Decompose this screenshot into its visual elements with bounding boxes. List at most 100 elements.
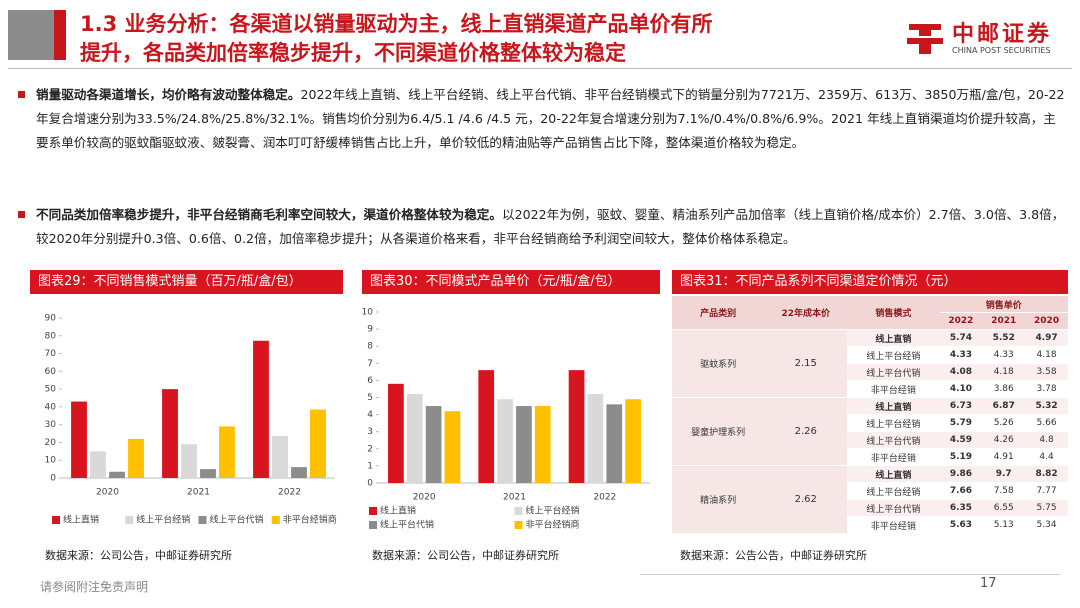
y-tick-label: 80 — [45, 331, 57, 341]
legend-label: 线上平台代销 — [210, 514, 264, 526]
legend-label: 线上平台代销 — [380, 519, 434, 531]
mode-cell: 线上直销 — [847, 397, 940, 415]
chart: 0 10 20 30 40 50 60 70 80 90 2020 2021 2022 线上直销 线上平台经… — [45, 314, 337, 526]
bar — [587, 394, 604, 483]
category-cell: 驱蚊系列 — [672, 329, 765, 398]
price-cell: 3.58 — [1025, 363, 1068, 381]
legend-swatch — [271, 516, 280, 524]
table: 产品类别 22年成本价 销售模式 销售单价 2022 2021 2020 驱蚊系列 2.15 线上… — [672, 296, 1068, 534]
table-row: 线上平台经销 4.33 4.33 4.18 — [672, 346, 1068, 364]
bullet: 销量驱动各渠道增长，均价略有波动整体稳定。2022年线上直销、线上平台经销、线上… — [18, 83, 1068, 155]
bar — [388, 383, 404, 483]
price-cell: 5.74 — [939, 329, 983, 347]
source: 数据来源：公司公告，中邮证券研究所 — [45, 549, 232, 562]
table-row: 非平台经销 5.19 4.91 4.4 — [672, 448, 1068, 466]
legend-swatch — [125, 516, 134, 524]
table-row: 婴童护理系列 2.26 线上直销 6.73 6.87 5.32 — [672, 397, 1068, 466]
y-tick-label: 6 — [367, 376, 373, 386]
bar — [162, 389, 178, 478]
price-cell: 9.7 — [982, 465, 1026, 483]
bar — [253, 340, 269, 478]
bullet-text: 2022年线上直销、线上平台经销、线上平台代销、非平台经销模式下的销量分别为77… — [36, 87, 1065, 150]
mode-cell: 线上平台代销 — [847, 499, 940, 517]
table-row: 线上平台经销 7.66 7.58 7.77 — [672, 482, 1068, 500]
legend-swatch — [514, 507, 523, 515]
cost-cell: 2.15 — [764, 329, 848, 398]
bullet: 不同品类加倍率稳步提升，非平台经销商毛利率空间较大，渠道价格整体较为稳定。以20… — [18, 203, 1068, 251]
bar — [181, 444, 197, 478]
cost-cell: 2.26 — [764, 397, 848, 466]
panel-title: 图表29：不同销售模式销量（百万/瓶/盒/包） — [30, 270, 343, 294]
table-row: 驱蚊系列 2.15 线上直销 5.74 5.52 4.97 — [672, 329, 1068, 398]
price-cell: 4.91 — [982, 448, 1026, 466]
table-row: 线上平台代销 4.08 4.18 3.58 — [672, 363, 1068, 381]
category-cell: 婴童护理系列 — [672, 397, 765, 466]
disclaimer: 请参阅附注免责声明 — [40, 580, 149, 594]
logo-text-en: CHINA POST SECURITIES — [952, 46, 1051, 55]
y-tick-label: 8 — [367, 342, 373, 352]
page-number: 17 — [980, 576, 997, 591]
header-year: 2020 — [1025, 312, 1068, 330]
price-cell: 8.82 — [1025, 465, 1068, 483]
header-cell: 产品类别 — [672, 296, 765, 330]
price-cell: 5.26 — [982, 414, 1026, 432]
price-cell: 7.77 — [1025, 482, 1068, 500]
legend-swatch — [514, 521, 523, 529]
legend-swatch — [369, 521, 377, 529]
price-cell: 3.86 — [982, 380, 1026, 398]
legend-label: 线上直销 — [380, 505, 416, 517]
price-cell: 5.63 — [939, 516, 983, 534]
bar — [497, 399, 513, 483]
legend-swatch — [198, 516, 207, 524]
price-cell: 5.79 — [939, 414, 983, 432]
table-row: 线上平台代销 6.35 6.55 5.75 — [672, 499, 1068, 517]
price-cell: 5.52 — [982, 329, 1026, 347]
category-cell: 精油系列 — [672, 465, 765, 534]
price-cell: 4.33 — [982, 346, 1026, 364]
y-tick-label: 1 — [367, 461, 373, 471]
price-cell: 6.87 — [982, 397, 1026, 415]
price-cell: 5.34 — [1025, 516, 1068, 534]
header-cell: 销售单价 — [939, 296, 1068, 313]
header-cell: 22年成本价 — [764, 296, 848, 330]
y-tick-label: 7 — [367, 359, 373, 369]
price-cell: 4.18 — [982, 363, 1026, 381]
bar — [444, 411, 461, 483]
x-tick-label: 2021 — [187, 488, 210, 498]
price-cell: 9.86 — [939, 465, 983, 483]
mode-cell: 线上直销 — [847, 329, 940, 347]
legend-label: 非平台经销商 — [526, 519, 580, 531]
bullet-text: 以2022年为例，驱蚊、婴童、精油系列产品加倍率（线上直销价格/成本价）2.7倍… — [36, 207, 1065, 246]
bar — [625, 399, 641, 483]
footer-rule — [640, 574, 1060, 575]
y-tick-label: 3 — [367, 427, 373, 437]
mode-cell: 非平台经销 — [847, 380, 940, 398]
bar — [128, 438, 144, 478]
y-tick-label: 50 — [45, 385, 57, 395]
mode-cell: 线上平台经销 — [847, 346, 940, 364]
price-cell: 4.10 — [939, 380, 983, 398]
source: 数据来源：公告公告，中邮证券研究所 — [680, 549, 867, 562]
table-row: 线上平台经销 5.79 5.26 5.66 — [672, 414, 1068, 432]
bullet-lead: 不同品类加倍率稳步提升，非平台经销商毛利率空间较大，渠道价格整体较为稳定。 — [36, 207, 502, 222]
price-cell: 7.66 — [939, 482, 983, 500]
price-cell: 7.58 — [982, 482, 1026, 500]
legend-swatch — [369, 507, 377, 515]
header-block-accent — [54, 10, 66, 60]
price-cell: 4.59 — [939, 431, 983, 449]
header-rule — [8, 68, 1072, 69]
mode-cell: 线上直销 — [847, 465, 940, 483]
header-row: 产品类别 22年成本价 销售模式 销售单价 — [672, 296, 1068, 330]
price-cell: 4.18 — [1025, 346, 1068, 364]
price-cell: 6.55 — [982, 499, 1026, 517]
table-row: 线上平台代销 4.59 4.26 4.8 — [672, 431, 1068, 449]
bar — [219, 426, 235, 478]
y-tick-label: 4 — [367, 410, 373, 420]
mode-cell: 非平台经销 — [847, 516, 940, 534]
legend-swatch — [52, 516, 60, 524]
header-block — [8, 10, 54, 60]
y-tick-label: 70 — [45, 349, 57, 359]
y-tick-label: 0 — [50, 474, 56, 484]
table-row: 非平台经销 4.10 3.86 3.78 — [672, 380, 1068, 398]
price-cell: 4.97 — [1025, 329, 1068, 347]
